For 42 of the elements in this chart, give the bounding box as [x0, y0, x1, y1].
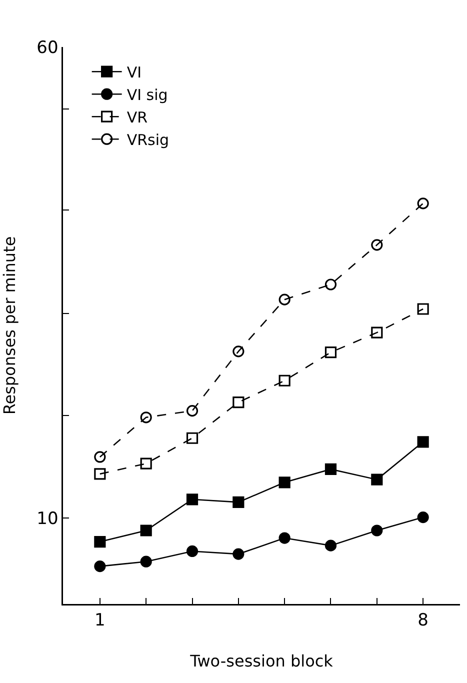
- point: [324, 540, 337, 552]
- y-tick-label: 60: [36, 38, 58, 58]
- point: [324, 463, 337, 476]
- point: [417, 198, 429, 210]
- point: [371, 524, 383, 536]
- point: [186, 545, 198, 558]
- point: [94, 560, 106, 572]
- point: [371, 474, 383, 486]
- point: [94, 468, 106, 480]
- point: [140, 458, 152, 470]
- point: [94, 451, 106, 463]
- x-tick-label: 8: [418, 610, 428, 631]
- point: [371, 326, 383, 338]
- point: [94, 536, 106, 548]
- x-tick-label: 1: [94, 610, 106, 631]
- point: [417, 436, 429, 448]
- point: [324, 346, 337, 358]
- point: [371, 239, 383, 251]
- point: [278, 476, 290, 488]
- legend-label: VR: [126, 108, 148, 126]
- point: [186, 494, 198, 506]
- point: [232, 396, 244, 408]
- legend-label: VI sig: [126, 86, 168, 104]
- legend-label: VI: [126, 63, 142, 82]
- point: [232, 548, 244, 560]
- point: [417, 303, 429, 315]
- legend-label: VRsig: [126, 130, 170, 149]
- y-axis-title: Responses per minute: [0, 236, 19, 415]
- point: [232, 346, 244, 358]
- point: [140, 556, 152, 568]
- y-tick-label: 10: [36, 509, 58, 530]
- point: [186, 432, 198, 444]
- point: [278, 532, 290, 544]
- point: [140, 524, 152, 536]
- point: [278, 294, 290, 306]
- point: [186, 404, 198, 417]
- point: [417, 511, 429, 524]
- point: [324, 278, 337, 290]
- point: [278, 374, 290, 386]
- point: [140, 412, 152, 424]
- point: [232, 496, 244, 508]
- x-axis-title: Two-session block: [189, 651, 334, 670]
